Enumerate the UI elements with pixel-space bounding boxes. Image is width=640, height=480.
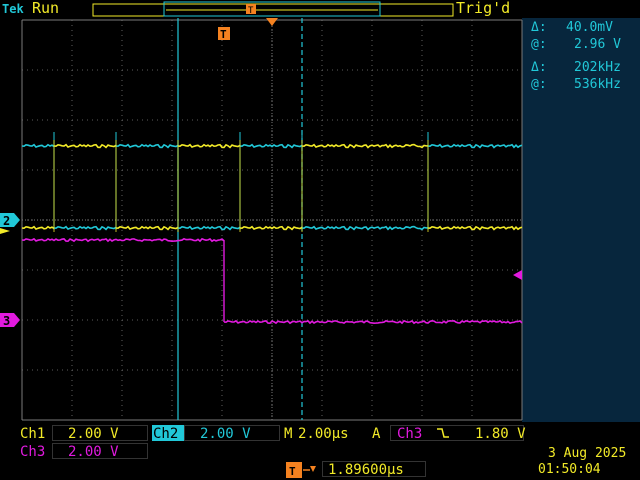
delta-f-value: 202kHz (574, 60, 621, 75)
delta-v-value: 40.0mV (566, 20, 613, 35)
svg-text:2: 2 (3, 214, 10, 228)
graticule (21, 19, 523, 421)
at-f-value: 536kHz (574, 77, 621, 92)
trigger-arrow-icon (266, 18, 278, 26)
trigger-status: Trig'd (456, 0, 511, 17)
trigger-source[interactable]: Ch3 (397, 426, 423, 442)
ch1-scale[interactable]: 2.00 V (68, 426, 119, 442)
ch2-marker-icon (0, 213, 20, 227)
ch3-ground-marker[interactable]: 3 (0, 313, 20, 328)
delta-f-symbol: Δ: (531, 60, 547, 75)
waveforms (21, 132, 523, 325)
brand-label: Tek (2, 2, 24, 16)
bottom-settings-bar: Ch1 2.00 V Ch2 2.00 V M 2.00µs A Ch3 1.8… (0, 422, 640, 480)
acquisition-state: Run (32, 0, 60, 17)
timebase-label: M (284, 426, 293, 442)
trigger-t-icon (218, 27, 230, 40)
ch2-scale[interactable]: 2.00 V (200, 426, 251, 442)
trigger-position-value[interactable]: 1.89600µs (328, 462, 404, 478)
time: 01:50:04 (538, 462, 601, 477)
ch2-label[interactable]: Ch2 (153, 426, 179, 442)
ch3-label[interactable]: Ch3 (20, 444, 46, 460)
readout-panel (522, 18, 640, 422)
ch3-marker-icon (0, 313, 20, 327)
ch2-ground-marker[interactable]: 2 (0, 213, 20, 228)
timebase-value[interactable]: 2.00µs (298, 426, 349, 442)
at-f-symbol: @: (531, 77, 547, 92)
record-trigger-icon (246, 4, 256, 14)
trigger-position-icon: T (289, 465, 316, 477)
delta-v-symbol: Δ: (531, 20, 547, 35)
ch1-marker-icon (0, 228, 10, 234)
trigger-t-label: T (220, 28, 227, 41)
at-v-value: 2.96 V (574, 37, 621, 52)
svg-text:3: 3 (3, 314, 10, 328)
trigger-level-icon (513, 270, 522, 280)
ch3-scale[interactable]: 2.00 V (68, 444, 119, 460)
svg-text:T: T (248, 6, 254, 16)
record-view-bar[interactable]: T (92, 1, 454, 17)
at-v-symbol: @: (531, 37, 547, 52)
svg-text:T: T (289, 465, 296, 477)
trigger-mode: A (372, 426, 381, 442)
trigger-position-marker[interactable]: T (218, 18, 278, 41)
trigger-level[interactable]: 1.80 V (475, 426, 526, 442)
ch1-label[interactable]: Ch1 (20, 426, 46, 442)
date: 3 Aug 2025 (548, 446, 627, 461)
falling-edge-icon (437, 428, 449, 438)
